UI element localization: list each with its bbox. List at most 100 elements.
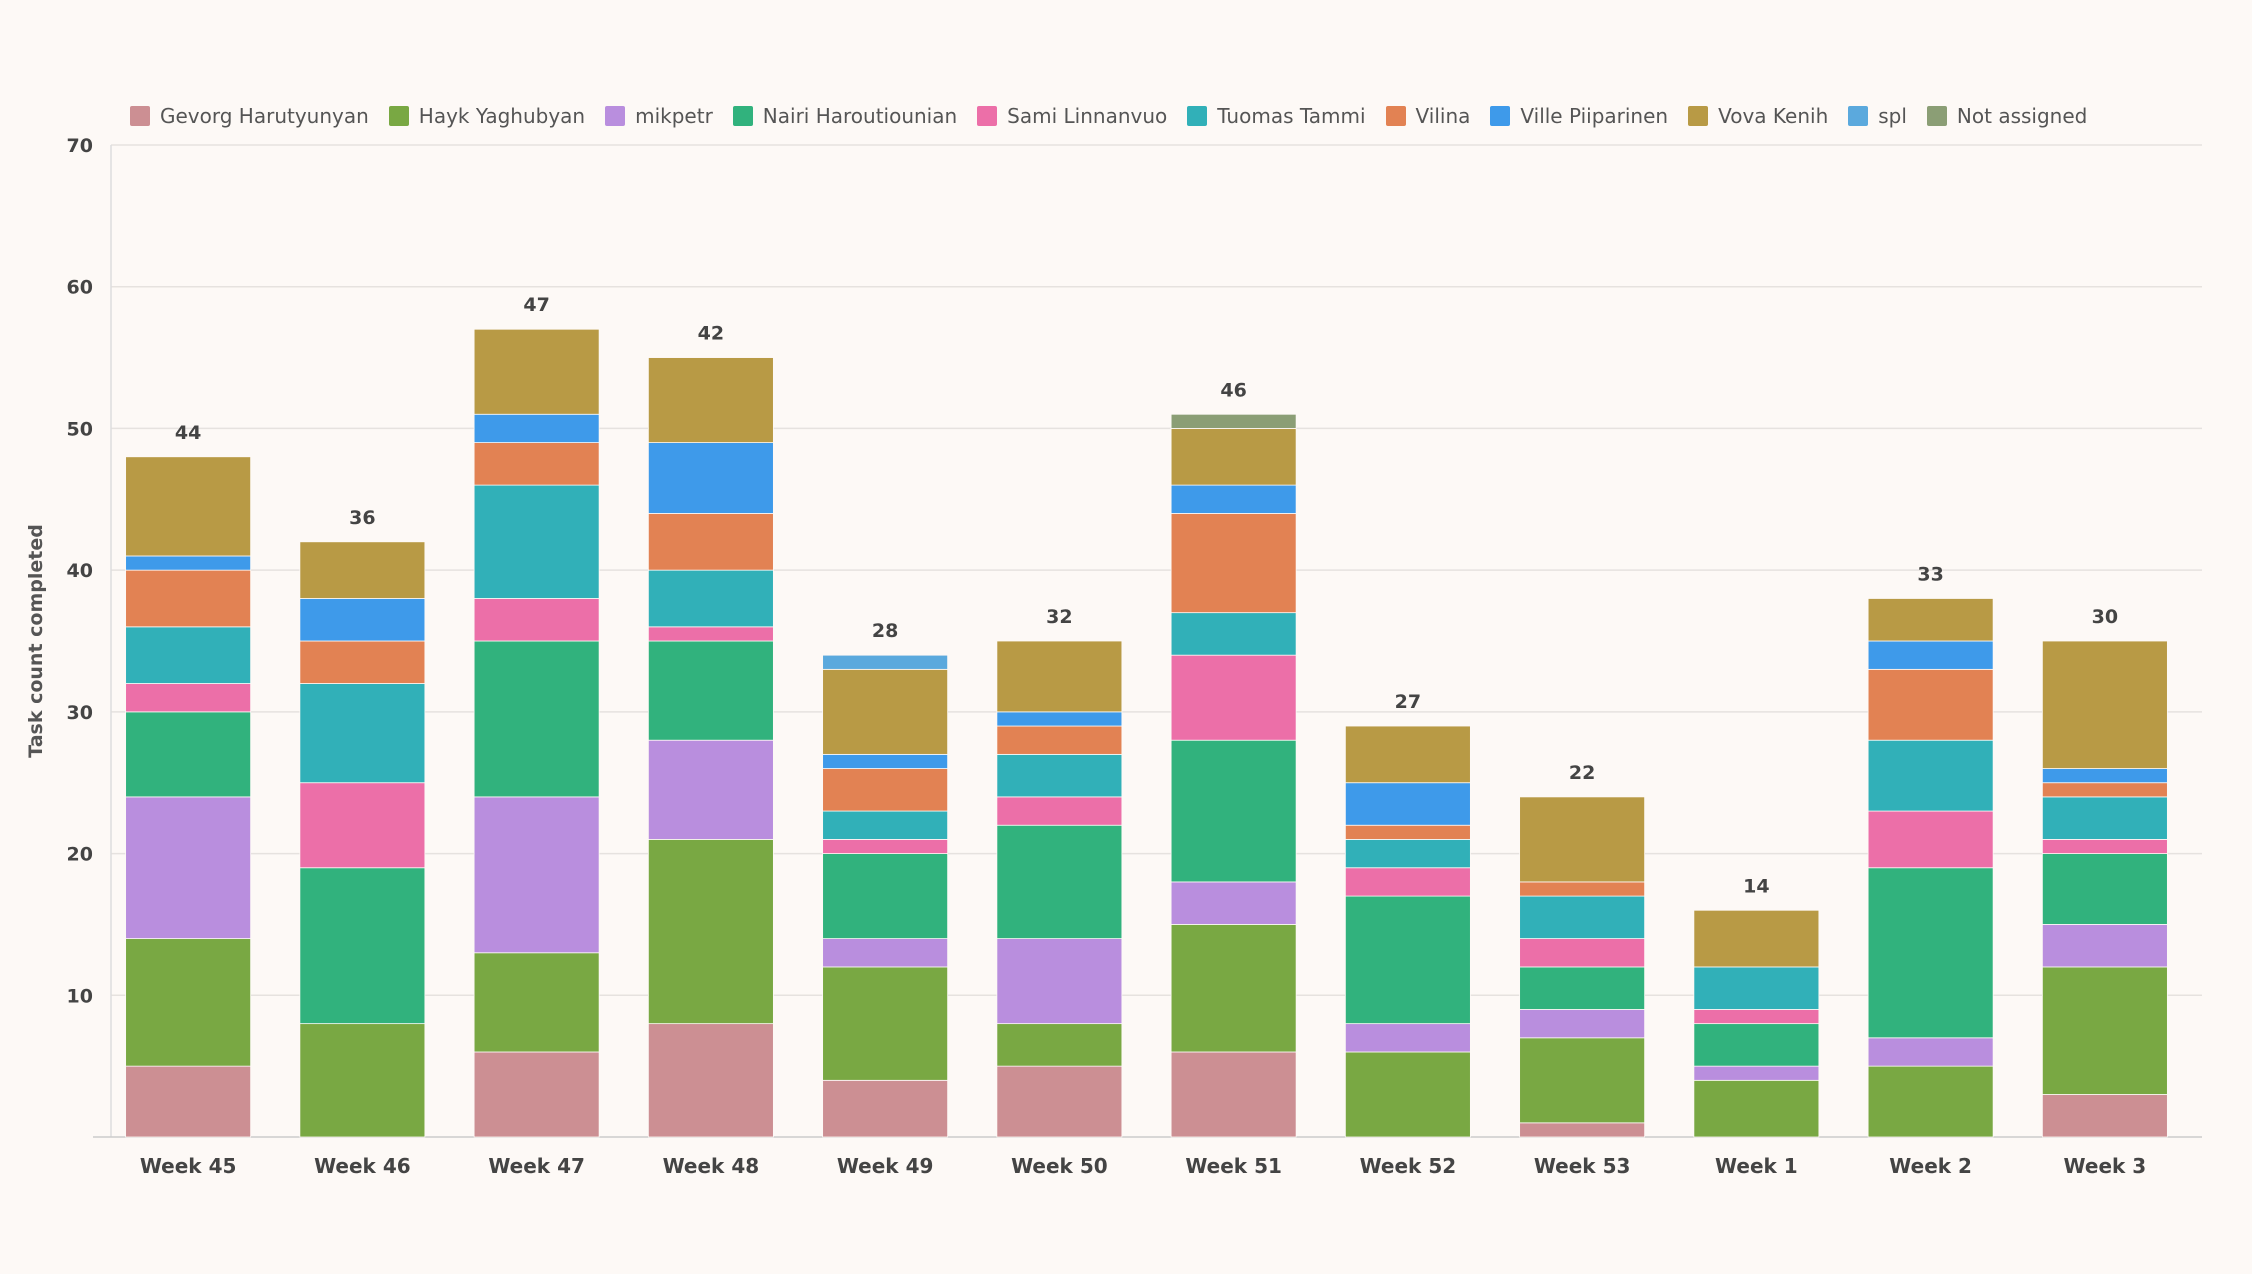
- legend-label: Not assigned: [1956, 104, 2088, 128]
- legend-label: Hayk Yaghubyan: [418, 104, 586, 128]
- legend-swatch: [1385, 106, 1406, 126]
- bar-segment: [822, 938, 949, 968]
- legend-item[interactable]: Vova Kenih: [1688, 104, 1828, 128]
- bar-segment: [647, 513, 774, 571]
- bar-segment: [1867, 867, 1994, 1039]
- bar-segment: [1170, 881, 1297, 925]
- bar-segment: [1867, 1037, 1994, 1067]
- legend-item[interactable]: Sami Linnanvuo: [977, 104, 1167, 128]
- bar-segment: [473, 442, 600, 486]
- bar-segment: [2041, 966, 2168, 1095]
- bar-segment: [299, 541, 426, 599]
- y-tick-label: 30: [67, 702, 93, 724]
- bar-total-label: 32: [1046, 606, 1072, 628]
- x-tick-label: Week 52: [1360, 1154, 1457, 1178]
- bar-total-label: 33: [1917, 563, 1943, 585]
- legend-item[interactable]: mikpetr: [605, 104, 713, 128]
- bar-segment: [1170, 428, 1297, 486]
- legend-label: Vilina: [1415, 104, 1471, 128]
- bar-segment: [1519, 966, 1646, 1010]
- x-tick-label: Week 53: [1534, 1154, 1631, 1178]
- bar-segment: [1170, 924, 1297, 1053]
- bar-segment: [996, 796, 1123, 826]
- bar-segment: [2041, 1094, 2168, 1138]
- bar-segment: [1693, 1009, 1820, 1025]
- bar-segment: [1867, 598, 1994, 642]
- bar-segment: [1344, 824, 1471, 840]
- bar-total-label: 22: [1569, 762, 1595, 784]
- bar-total-label: 46: [1220, 379, 1246, 401]
- bar-segment: [125, 683, 252, 713]
- y-axis-title: Task count completed: [25, 524, 47, 758]
- bar-segment: [1693, 1023, 1820, 1067]
- bar-segment: [822, 668, 949, 755]
- bar-segment: [1519, 1037, 1646, 1124]
- bar-segment: [473, 413, 600, 443]
- bar-segment: [125, 626, 252, 684]
- bar-segment: [996, 1023, 1123, 1067]
- bar-segment: [299, 867, 426, 1025]
- bar-segment: [2041, 924, 2168, 968]
- y-tick-label: 10: [67, 985, 93, 1007]
- x-tick-label: Week 51: [1185, 1154, 1282, 1178]
- bar-segment: [1170, 513, 1297, 614]
- bar-segment: [1693, 1065, 1820, 1081]
- bar-segment: [1693, 909, 1820, 968]
- bar-segment: [1344, 867, 1471, 897]
- bar-segment: [125, 1065, 252, 1138]
- bar-segment: [1344, 782, 1471, 826]
- bar-segment: [647, 569, 774, 628]
- legend-item[interactable]: Tuomas Tammi: [1187, 104, 1366, 128]
- bar-segment: [647, 357, 774, 444]
- bar-total-label: 30: [2092, 606, 2118, 628]
- legend-item[interactable]: Not assigned: [1926, 104, 2088, 128]
- bar-segment: [996, 824, 1123, 940]
- bar-segment: [299, 782, 426, 869]
- legend-item[interactable]: spl: [1848, 104, 1907, 128]
- x-tick-label: Week 46: [314, 1154, 411, 1178]
- bar-segment: [299, 1023, 426, 1138]
- bar-total-label: 44: [175, 422, 201, 444]
- bar-segment: [1867, 668, 1994, 741]
- bar-segment: [2041, 853, 2168, 925]
- legend-item[interactable]: Ville Piiparinen: [1490, 104, 1668, 128]
- bar-segment: [1693, 966, 1820, 1010]
- bar-segment: [822, 853, 949, 939]
- bar-segment: [822, 839, 949, 854]
- bar-segment: [2041, 782, 2168, 798]
- legend-swatch: [732, 106, 753, 126]
- legend-label: Ville Piiparinen: [1520, 104, 1669, 128]
- bar-segment: [1519, 1009, 1646, 1039]
- legend-swatch: [1688, 106, 1709, 126]
- legend-item[interactable]: Hayk Yaghubyan: [388, 104, 586, 128]
- bar-segment: [996, 753, 1123, 798]
- y-tick-label: 60: [67, 277, 93, 299]
- y-tick-label: 40: [67, 560, 93, 582]
- bar-segment: [1867, 640, 1994, 670]
- bar-segment: [2041, 640, 2168, 769]
- legend-item[interactable]: Gevorg Harutyunyan: [130, 104, 369, 128]
- bar-segment: [125, 938, 252, 1067]
- bar-segment: [299, 598, 426, 642]
- bar-total-label: 47: [523, 294, 549, 316]
- legend-swatch: [1187, 106, 1208, 126]
- bar-segment: [996, 640, 1123, 713]
- legend-item[interactable]: Nairi Haroutiounian: [732, 104, 957, 128]
- bar-segment: [1519, 1122, 1646, 1138]
- x-tick-label: Week 2: [1889, 1154, 1972, 1178]
- bar-segment: [1867, 739, 1994, 812]
- bar-segment: [2041, 839, 2168, 854]
- bar-segment: [473, 484, 600, 599]
- bar-segment: [1170, 654, 1297, 741]
- bar-segment: [473, 598, 600, 642]
- bar-segment: [1344, 725, 1471, 784]
- bar-segment: [299, 640, 426, 684]
- bar-total-label: 27: [1395, 691, 1421, 713]
- bar-segment: [996, 1065, 1123, 1138]
- legend-item[interactable]: Vilina: [1385, 104, 1471, 128]
- bar-segment: [125, 555, 252, 571]
- legend-swatch: [388, 106, 409, 126]
- bar-segment: [1519, 796, 1646, 883]
- bar-segment: [822, 768, 949, 812]
